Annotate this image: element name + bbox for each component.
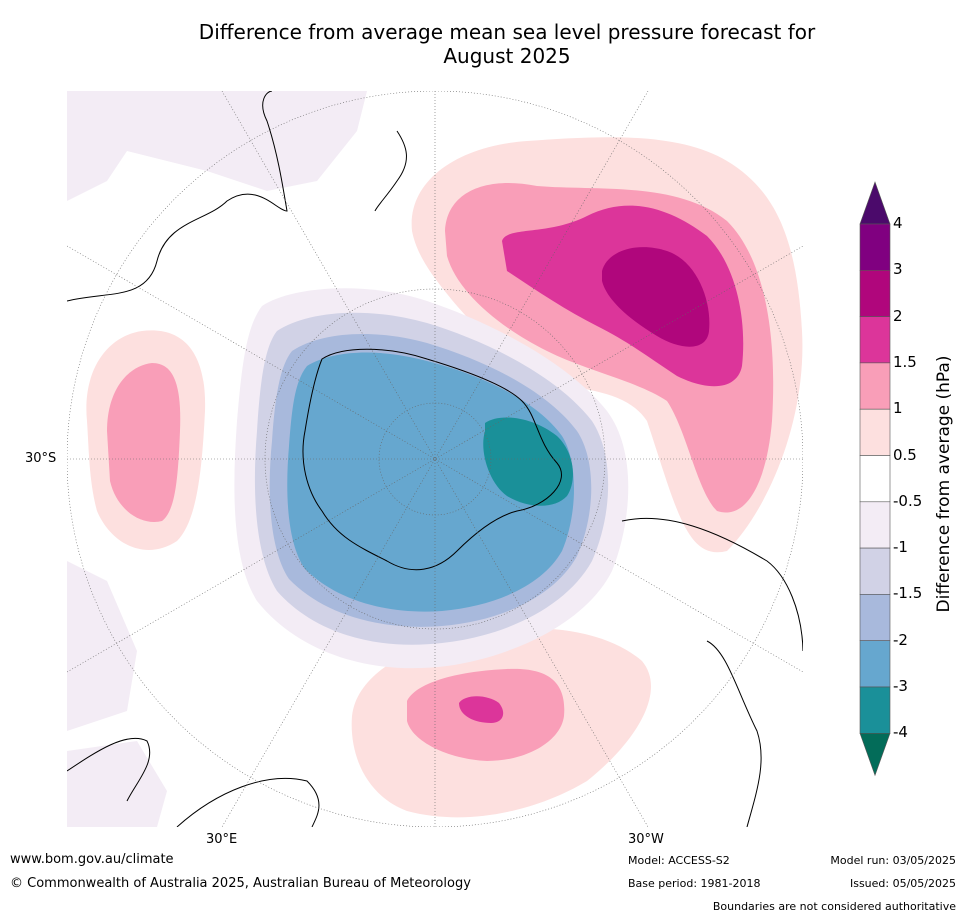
lon-label-30w: 30°W: [628, 832, 664, 847]
colorbar-tick-label: -2: [893, 630, 908, 649]
colorbar-tick-label: 1: [893, 399, 903, 418]
colorbar-swatch: [859, 223, 891, 271]
boundaries-disclaimer: Boundaries are not considered authoritat…: [712, 900, 956, 913]
colorbar-tick-label: -0.5: [893, 491, 923, 510]
colorbar-tick-label: 2: [893, 306, 903, 325]
lat-label-30s: 30°S: [25, 451, 57, 466]
anomaly-region-indian: [107, 363, 181, 522]
colorbar-swatch: [859, 316, 891, 364]
polar-pressure-map: [67, 91, 803, 827]
model-run: Model run: 03/05/2025: [830, 854, 956, 867]
colorbar-swatch: [859, 362, 891, 410]
lon-label-30e: 30°E: [206, 832, 238, 847]
colorbar-swatch: [859, 547, 891, 595]
colorbar-swatch: [859, 501, 891, 549]
anomaly-region-left: [67, 561, 137, 731]
anomaly-region-pacific: [602, 247, 710, 347]
anomaly-region-atlantic: [459, 696, 504, 723]
colorbar-tick-label: 4: [893, 214, 903, 232]
colorbar-tick-label: 0.5: [893, 445, 917, 464]
anomaly-region-antarctic: [483, 417, 573, 506]
colorbar-swatch: [859, 686, 891, 734]
model-name: Model: ACCESS-S2: [628, 854, 730, 867]
colorbar-label: Difference from average (hPa): [934, 355, 954, 613]
colorbar-swatches: [859, 181, 891, 777]
colorbar-tick-label: 1.5: [893, 352, 917, 371]
title-line-1: Difference from average mean sea level p…: [198, 20, 816, 44]
base-period: Base period: 1981-2018: [628, 877, 761, 890]
graticule: [67, 91, 803, 827]
colorbar-tick-label: -1.5: [893, 584, 923, 603]
anomaly-region-antarctic: [287, 352, 575, 612]
colorbar-tick-label: -4: [893, 723, 908, 742]
colorbar-swatch: [859, 594, 891, 641]
colorbar: [859, 181, 891, 777]
colorbar-swatch: [859, 640, 891, 688]
colorbar-arrow-top: [859, 181, 891, 225]
colorbar-swatch: [859, 455, 891, 503]
chart-title: Difference from average mean sea level p…: [140, 20, 874, 68]
colorbar-tick-label: -1: [893, 538, 908, 557]
colorbar-tick-label: -3: [893, 677, 908, 695]
title-line-2: August 2025: [443, 44, 571, 68]
colorbar-arrow-bottom: [859, 732, 891, 777]
website-link[interactable]: www.bom.gov.au/climate: [10, 852, 174, 867]
anomaly-region-top-left: [67, 91, 367, 201]
anomaly-region-bottom-left: [67, 741, 167, 827]
coastlines: [67, 91, 803, 827]
colorbar-swatch: [859, 270, 891, 317]
issued-date: Issued: 05/05/2025: [849, 877, 956, 890]
copyright-text: © Commonwealth of Australia 2025, Austra…: [10, 876, 471, 891]
colorbar-tick-label: 3: [893, 260, 903, 279]
colorbar-swatch: [859, 408, 891, 456]
